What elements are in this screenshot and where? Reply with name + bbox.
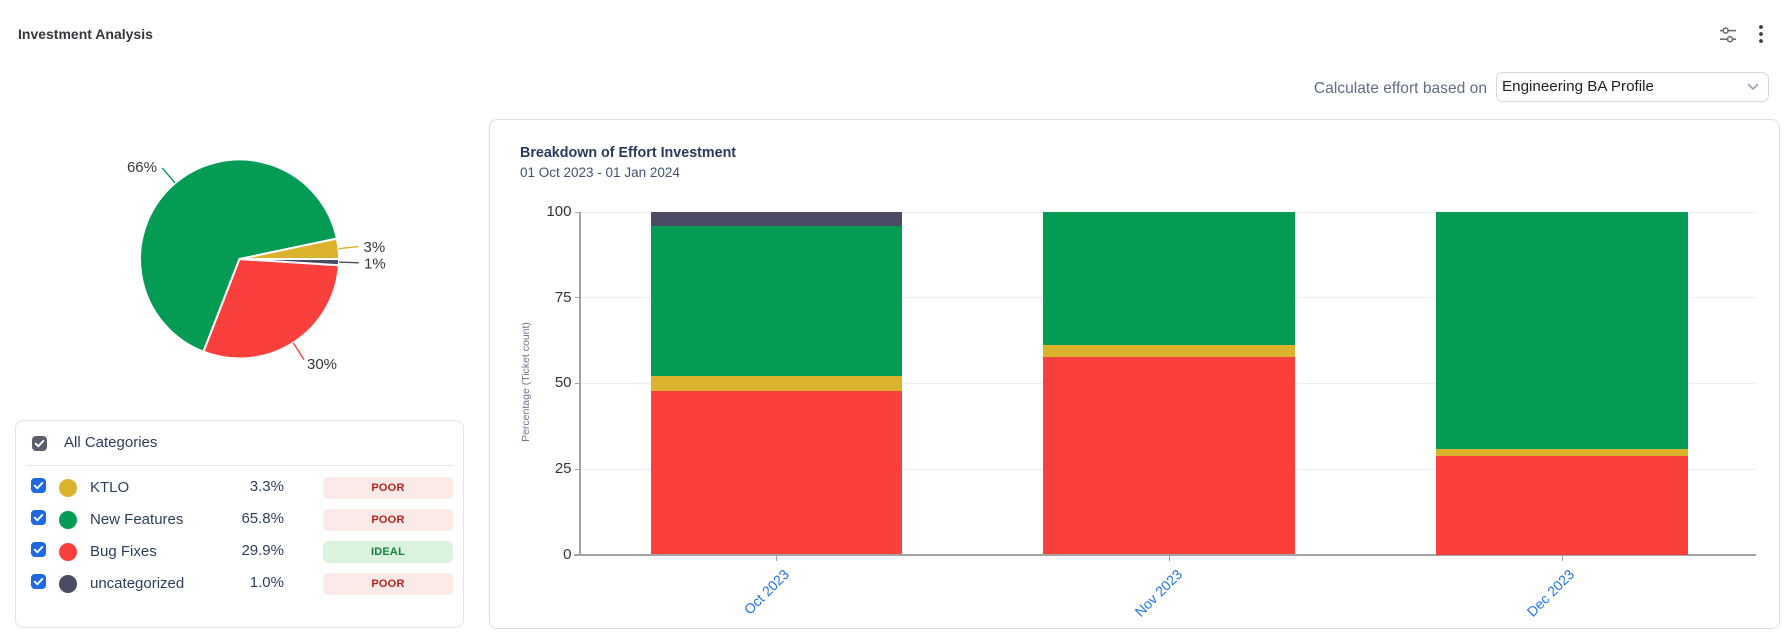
svg-text:3%: 3% [364,239,386,256]
svg-text:30%: 30% [307,356,337,373]
svg-text:66%: 66% [127,159,157,176]
svg-text:1%: 1% [364,256,386,273]
